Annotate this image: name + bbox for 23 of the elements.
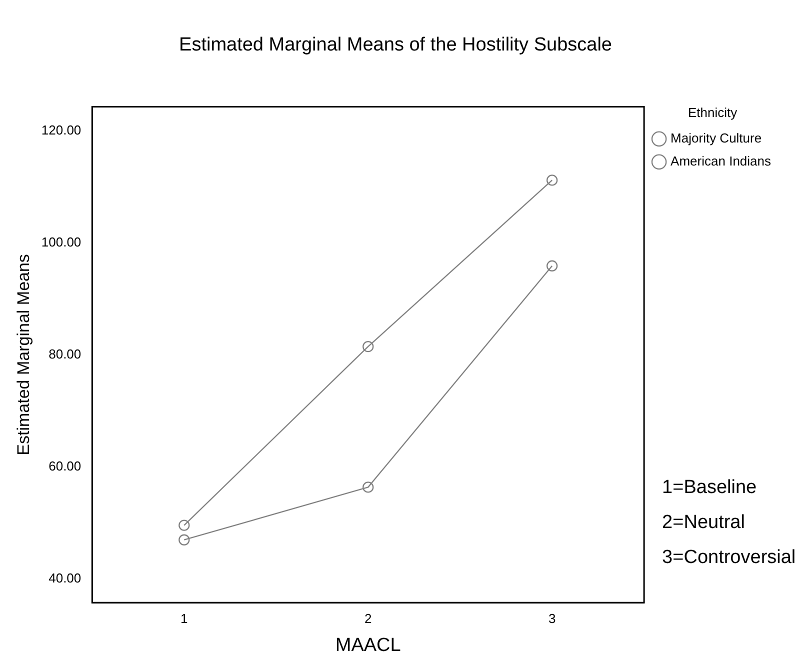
point [546, 174, 558, 186]
y-tick-label: 120.00 [41, 122, 82, 138]
text: 3=Controversial [662, 547, 796, 568]
x-axis-title: MAACL [335, 634, 401, 656]
point [178, 520, 190, 531]
y-tick-label: 80.00 [48, 346, 82, 362]
legend-label: American Indians [670, 153, 772, 168]
point [546, 260, 558, 272]
x-tick-label: 3 [548, 610, 556, 626]
y-tick-label: 40.00 [48, 570, 82, 586]
chart-title: Estimated Marginal Means of the Hostility Subscale [179, 34, 612, 56]
legend-label: Majority Culture [670, 130, 762, 146]
text: 2=Neutral [662, 512, 745, 534]
y-axis-title: Estimated Marginal Means [14, 254, 33, 456]
y-tick-label: 60.00 [48, 458, 82, 474]
point [178, 534, 190, 546]
y-tick-label: 100.00 [41, 234, 82, 250]
point [362, 340, 374, 352]
legend-title: Ethnicity [688, 104, 738, 120]
x-tick-label: 1 [180, 610, 188, 626]
point [362, 482, 374, 493]
x-tick-label: 2 [364, 610, 372, 626]
text: 1=Baseline [662, 477, 757, 498]
